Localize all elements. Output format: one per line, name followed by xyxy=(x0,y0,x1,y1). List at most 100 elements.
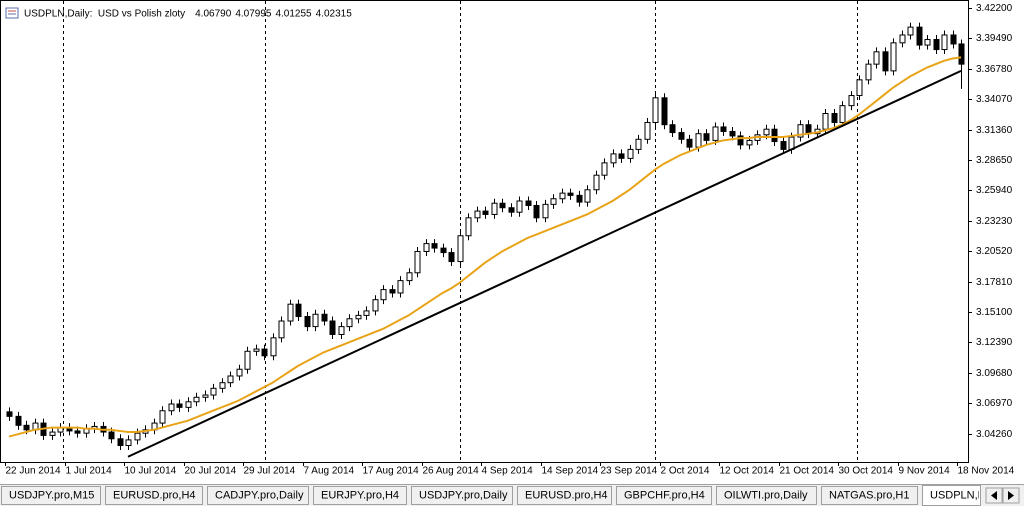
candle-body xyxy=(253,348,260,352)
candle-body xyxy=(831,113,838,123)
y-tick-label: 3.34070 xyxy=(976,94,1013,105)
tab-background xyxy=(313,486,407,505)
x-tick-label: 20 Jul 2014 xyxy=(185,466,237,477)
candle-body xyxy=(618,153,625,159)
candle-body xyxy=(168,403,175,412)
x-tick-label: 2 Oct 2014 xyxy=(661,466,710,477)
candle-body xyxy=(771,128,778,143)
quote-value: 4.06790 xyxy=(195,9,232,20)
tab[interactable]: EURUSD.pro,H4 xyxy=(105,486,203,505)
candle-body xyxy=(346,318,353,328)
candle-body xyxy=(907,26,914,36)
tab-label: USDPLN,Daily xyxy=(930,489,1003,501)
candle-body xyxy=(448,252,455,263)
tab[interactable]: OILWTI.pro,Daily xyxy=(716,486,817,505)
candle-body xyxy=(924,38,931,46)
y-tick-label: 3.39490 xyxy=(976,33,1013,44)
candle-body xyxy=(856,79,863,97)
candle-body xyxy=(474,210,481,219)
candle-body xyxy=(423,243,430,252)
candle-body xyxy=(746,139,753,146)
candle-body xyxy=(227,375,234,384)
tab-label: OILWTI.pro,Daily xyxy=(724,489,808,501)
y-tick-label: 3.42200 xyxy=(976,3,1013,14)
quote-value: 4.07995 xyxy=(235,9,272,20)
x-tick-label: 10 Jul 2014 xyxy=(125,466,177,477)
candle-body xyxy=(601,162,608,176)
tab[interactable]: EURUSD.pro,H4 xyxy=(517,486,612,505)
tab-label: EURUSD.pro,H4 xyxy=(525,489,608,501)
candle-body xyxy=(916,26,923,46)
candle-body xyxy=(839,105,846,123)
tab[interactable]: NATGAS.pro,H1 xyxy=(821,486,918,505)
candle-body xyxy=(312,313,319,328)
tab[interactable]: EURJPY.pro,H4 xyxy=(313,486,407,505)
tab-background xyxy=(616,486,712,505)
plot-frame xyxy=(0,0,969,463)
x-tick-label: 1 Jul 2014 xyxy=(66,466,113,477)
candle-body xyxy=(576,194,583,203)
candle-body xyxy=(508,207,515,213)
candle-body xyxy=(210,387,217,396)
candle-body xyxy=(890,42,897,72)
y-tick-label: 3.20520 xyxy=(976,246,1013,257)
tab-label: USDJPY.pro,Daily xyxy=(419,489,508,501)
x-tick-label: 14 Sep 2014 xyxy=(542,466,599,477)
candle-body xyxy=(49,431,56,436)
tab[interactable]: USDJPY.pro,Daily xyxy=(411,486,513,505)
candle-body xyxy=(780,141,787,150)
candle-body xyxy=(414,250,421,274)
candle-body xyxy=(278,320,285,339)
candle-body xyxy=(295,303,302,318)
tab-background xyxy=(105,486,203,505)
candle-body xyxy=(363,310,370,316)
tab-background xyxy=(411,486,513,505)
tab[interactable]: GBPCHF.pro,H4 xyxy=(616,486,712,505)
candle-body xyxy=(372,299,379,312)
candle-body xyxy=(610,153,617,164)
candle-body xyxy=(950,34,957,45)
candle-body xyxy=(533,204,540,219)
tab[interactable]: USDPLN,Daily xyxy=(922,485,1003,506)
tab[interactable]: CADJPY.pro,Daily xyxy=(207,486,309,505)
y-tick-label: 3.23230 xyxy=(976,216,1013,227)
candle-body xyxy=(567,192,574,196)
candle-body xyxy=(261,348,268,357)
candle-body xyxy=(865,63,872,81)
candle-body xyxy=(550,198,557,205)
moving-average xyxy=(8,56,962,438)
candle-body xyxy=(23,424,30,431)
candle-body xyxy=(134,432,141,441)
candle-body xyxy=(516,200,523,213)
candle-body xyxy=(933,38,940,51)
candle-body xyxy=(125,439,132,447)
y-tick-label: 3.09680 xyxy=(976,368,1013,379)
x-tick-label: 18 Nov 2014 xyxy=(958,466,1015,477)
x-tick-label: 22 Jun 2014 xyxy=(6,466,61,477)
tab-label: GBPCHF.pro,H4 xyxy=(624,489,705,501)
candle-body xyxy=(397,280,404,294)
candle-body xyxy=(899,34,906,44)
tab[interactable]: USDJPY.pro,M15 xyxy=(1,486,101,505)
candle-body xyxy=(159,410,166,424)
tab-scroll[interactable] xyxy=(985,487,1020,504)
candle-body xyxy=(270,337,277,357)
candle-body xyxy=(635,138,642,150)
candle-body xyxy=(499,202,506,209)
candle-body xyxy=(593,174,600,191)
candle-body xyxy=(737,135,744,146)
candle-body xyxy=(406,272,413,282)
x-tick-label: 30 Oct 2014 xyxy=(839,466,894,477)
candle-body xyxy=(482,210,489,215)
candle-body xyxy=(661,97,668,126)
candle-body xyxy=(763,128,770,136)
candle-body xyxy=(440,247,447,254)
candle-body xyxy=(457,235,464,263)
tab-background xyxy=(1,486,101,505)
candle-body xyxy=(491,202,498,215)
candle-body xyxy=(703,133,710,141)
candle-body xyxy=(465,217,472,237)
candle-body xyxy=(244,350,251,370)
candle-body xyxy=(882,51,889,72)
